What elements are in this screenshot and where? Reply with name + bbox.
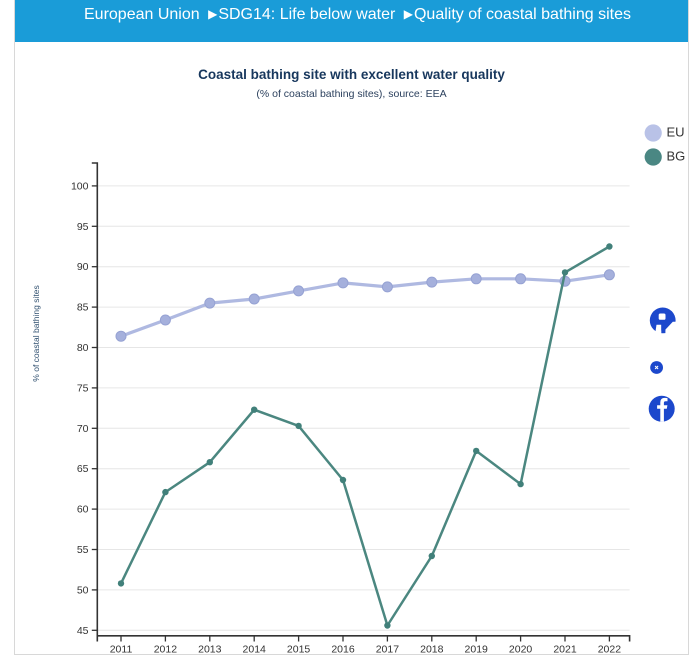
svg-text:95: 95 xyxy=(77,221,89,233)
svg-text:45: 45 xyxy=(77,625,89,637)
svg-text:55: 55 xyxy=(77,544,89,556)
svg-text:85: 85 xyxy=(77,302,89,314)
svg-text:BG: BG xyxy=(667,148,686,163)
svg-text:2015: 2015 xyxy=(287,644,311,656)
svg-text:70: 70 xyxy=(77,423,89,435)
svg-text:2012: 2012 xyxy=(154,644,178,656)
svg-text:2019: 2019 xyxy=(465,644,489,656)
svg-text:90: 90 xyxy=(77,261,89,273)
svg-text:2022: 2022 xyxy=(598,644,622,656)
svg-text:75: 75 xyxy=(77,382,89,394)
svg-text:2018: 2018 xyxy=(420,644,444,656)
svg-text:2014: 2014 xyxy=(243,644,267,656)
svg-text:80: 80 xyxy=(77,342,89,354)
svg-text:2021: 2021 xyxy=(553,644,577,656)
svg-text:EU: EU xyxy=(667,124,685,139)
svg-text:65: 65 xyxy=(77,463,89,475)
svg-text:% of coastal bathing sites: % of coastal bathing sites xyxy=(31,285,41,381)
svg-text:2011: 2011 xyxy=(110,644,133,656)
svg-text:50: 50 xyxy=(77,584,89,596)
svg-text:2016: 2016 xyxy=(331,644,355,656)
svg-text:2013: 2013 xyxy=(198,644,222,656)
svg-text:60: 60 xyxy=(77,504,89,516)
svg-text:100: 100 xyxy=(71,180,89,192)
svg-text:2020: 2020 xyxy=(509,644,533,656)
svg-text:2017: 2017 xyxy=(376,644,400,656)
